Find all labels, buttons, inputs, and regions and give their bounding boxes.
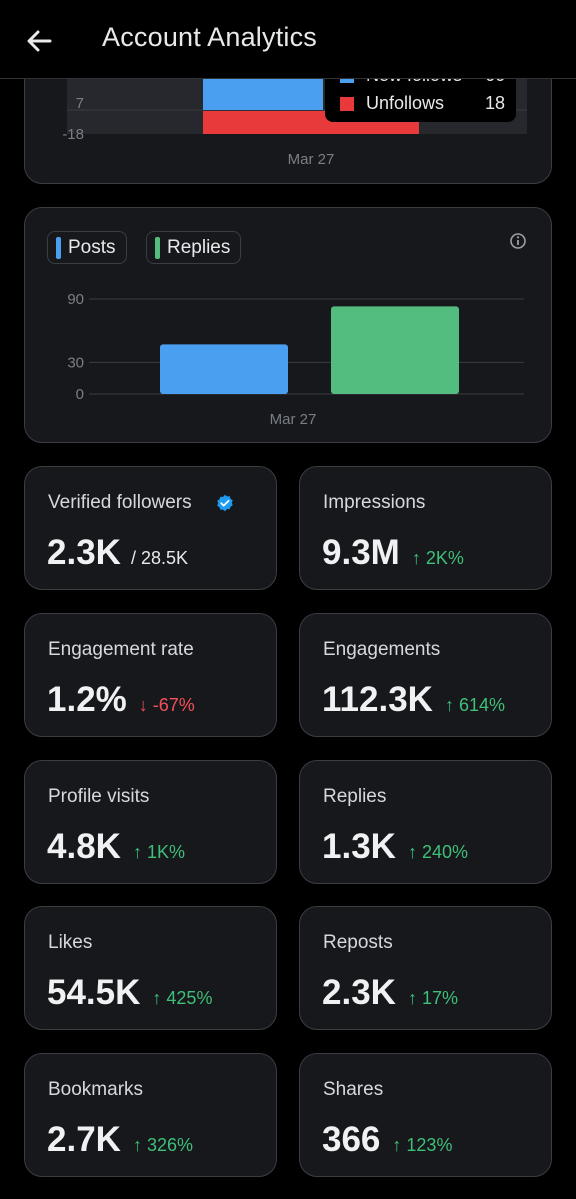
page-title: Account Analytics xyxy=(102,22,318,52)
stat-value-row: 9.3M ↑ 2K% xyxy=(322,533,464,573)
x-tick-label: Mar 27 xyxy=(288,151,335,168)
stat-label: Engagement rate xyxy=(48,639,194,660)
stat-value: 2.3K xyxy=(322,973,396,1012)
y-tick-label: 90 xyxy=(67,291,84,308)
bar-posts xyxy=(160,344,288,394)
stat-card[interactable]: Engagement rate 1.2% ↓ -67% xyxy=(24,613,277,737)
tooltip-row: Unfollows 18 xyxy=(340,93,505,115)
stat-value-row: 112.3K ↑ 614% xyxy=(322,680,505,720)
stat-value-row: 2.7K ↑ 326% xyxy=(47,1120,193,1160)
stat-total: / 28.5K xyxy=(130,548,188,568)
y-tick-label: 0 xyxy=(76,386,84,403)
stat-value-row: 4.8K ↑ 1K% xyxy=(47,827,185,867)
stat-value: 366 xyxy=(322,1120,381,1159)
stat-value-row: 2.3K / 28.5K xyxy=(47,533,188,573)
top-app-bar: Account Analytics xyxy=(0,0,576,79)
bar-replies xyxy=(331,306,459,394)
info-icon[interactable] xyxy=(509,232,527,250)
stat-delta: ↑ 425% xyxy=(152,988,213,1008)
stat-card[interactable]: Impressions 9.3M ↑ 2K% xyxy=(299,466,552,590)
stat-label: Impressions xyxy=(323,492,426,513)
stat-card[interactable]: Verified followers 2.3K / 28.5K xyxy=(24,466,277,590)
stat-card[interactable]: Replies 1.3K ↑ 240% xyxy=(299,760,552,884)
stat-value-row: 366 ↑ 123% xyxy=(322,1120,452,1160)
stat-label: Replies xyxy=(323,786,387,807)
stat-value: 112.3K xyxy=(322,680,433,719)
legend-label: Replies xyxy=(167,236,231,258)
legend-swatch xyxy=(56,236,61,259)
stat-delta: ↑ 2K% xyxy=(411,548,464,568)
stat-label: Verified followers xyxy=(48,492,192,513)
verified-badge-icon xyxy=(217,494,233,512)
stat-delta: ↑ 326% xyxy=(132,1135,193,1155)
stat-value: 2.3K xyxy=(47,533,121,572)
stat-value: 1.2% xyxy=(47,680,127,719)
stat-label: Likes xyxy=(48,932,93,953)
stat-label: Engagements xyxy=(323,639,441,660)
stat-value-row: 1.2% ↓ -67% xyxy=(47,680,195,720)
legend-label: Posts xyxy=(68,236,116,258)
stat-card[interactable]: Engagements 112.3K ↑ 614% xyxy=(299,613,552,737)
legend-replies[interactable]: Replies xyxy=(146,231,242,264)
stat-delta: ↑ 17% xyxy=(407,988,458,1008)
legend-swatch xyxy=(155,236,160,259)
stat-card[interactable]: Shares 366 ↑ 123% xyxy=(299,1053,552,1177)
stat-value: 9.3M xyxy=(322,533,400,572)
stat-card[interactable]: Profile visits 4.8K ↑ 1K% xyxy=(24,760,277,884)
x-tick-label: Mar 27 xyxy=(270,411,317,428)
stat-value-row: 2.3K ↑ 17% xyxy=(322,973,458,1013)
bar-new-follows xyxy=(203,78,323,110)
posts-replies-chart[interactable]: 90 30 0 Mar 27 xyxy=(24,284,552,434)
stat-value: 54.5K xyxy=(47,973,141,1012)
stat-value: 1.3K xyxy=(322,827,396,866)
stat-delta: ↑ 240% xyxy=(407,842,468,862)
stat-delta: ↓ -67% xyxy=(138,695,195,715)
tooltip-value: 18 xyxy=(484,93,505,113)
stat-label: Bookmarks xyxy=(48,1079,144,1100)
stat-value-row: 54.5K ↑ 425% xyxy=(47,973,212,1013)
legend-swatch xyxy=(340,97,354,111)
y-tick-label: 30 xyxy=(67,354,84,371)
stat-label: Profile visits xyxy=(48,786,150,807)
stat-card[interactable]: Likes 54.5K ↑ 425% xyxy=(24,906,277,1030)
arrow-left-icon[interactable] xyxy=(22,24,56,58)
stat-delta: ↑ 123% xyxy=(392,1135,453,1155)
y-tick-label: 7 xyxy=(76,95,84,112)
stat-delta: ↑ 1K% xyxy=(132,842,185,862)
y-tick-label: -18 xyxy=(62,126,84,143)
stat-delta: ↑ 614% xyxy=(444,695,505,715)
tooltip-label: Unfollows xyxy=(366,93,445,113)
stat-value: 2.7K xyxy=(47,1120,121,1159)
legend-posts[interactable]: Posts xyxy=(47,231,127,264)
stat-card[interactable]: Bookmarks 2.7K ↑ 326% xyxy=(24,1053,277,1177)
stat-value-row: 1.3K ↑ 240% xyxy=(322,827,468,867)
stat-value: 4.8K xyxy=(47,827,121,866)
stat-card[interactable]: Reposts 2.3K ↑ 17% xyxy=(299,906,552,1030)
stat-label: Reposts xyxy=(323,932,393,953)
stat-label: Shares xyxy=(323,1079,384,1100)
